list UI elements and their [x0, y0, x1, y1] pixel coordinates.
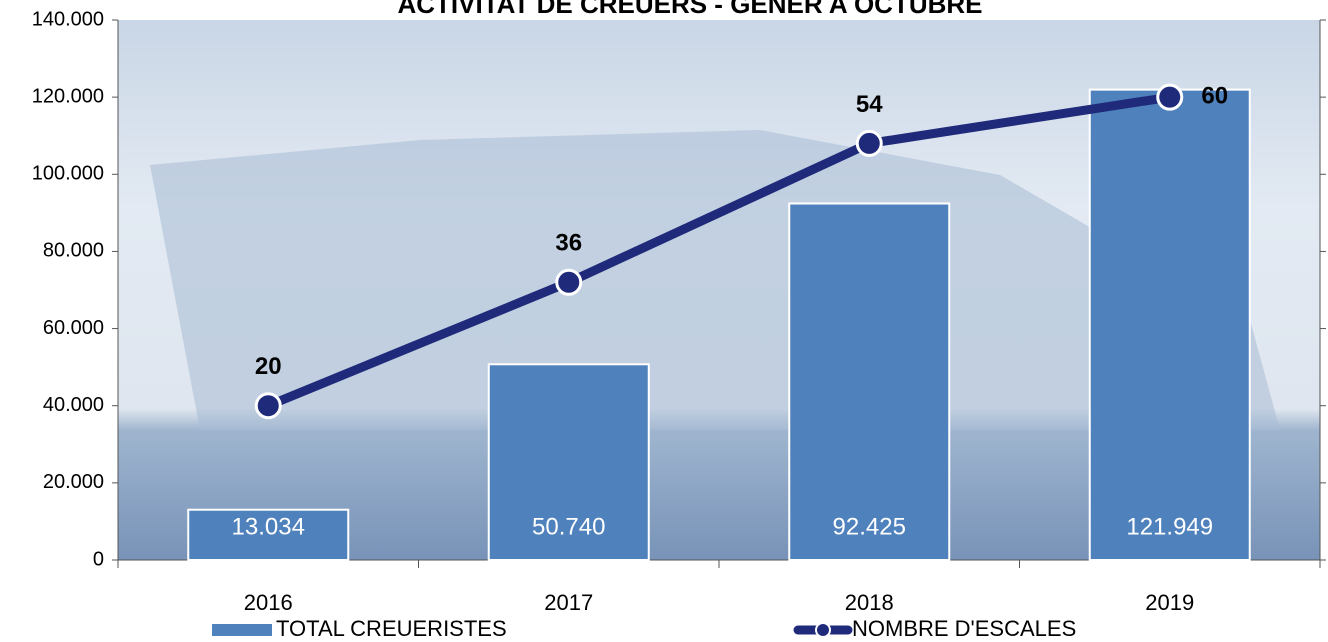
y-tick-label: 100.000: [32, 163, 104, 185]
y-tick-label: 120.000: [32, 85, 104, 107]
bar-value-label: 50.740: [532, 513, 605, 540]
line-value-label: 54: [856, 91, 883, 118]
line-value-label: 36: [555, 230, 582, 257]
y-tick-label: 140.000: [32, 8, 104, 30]
bar: [1088, 88, 1251, 562]
bar: [187, 508, 350, 562]
y-tick-label: 60.000: [43, 317, 104, 339]
line-marker: [1156, 83, 1184, 111]
y-tick-label: 0: [93, 548, 104, 570]
legend-label: TOTAL CREUERISTES: [276, 616, 507, 641]
y-tick-label: 40.000: [43, 394, 104, 416]
x-tick-label: 2018: [845, 590, 894, 615]
chart-title: ACTIVITAT DE CREUERS - GENER A OCTUBRE: [397, 0, 982, 19]
bar-value-label: 121.949: [1126, 513, 1213, 540]
line-value-label: 60: [1201, 82, 1228, 109]
x-tick-label: 2016: [244, 590, 293, 615]
legend-label: NOMBRE D'ESCALES: [852, 616, 1076, 641]
bar: [487, 363, 650, 561]
line: [266, 92, 1171, 410]
bar-value-label: 92.425: [833, 513, 906, 540]
x-tick-label: 2017: [544, 590, 593, 615]
y-tick-label: 80.000: [43, 240, 104, 262]
legend-swatch: [212, 624, 272, 636]
line-marker: [855, 129, 883, 157]
legend-marker: [815, 622, 831, 638]
line-value-label: 20: [255, 353, 282, 380]
line-marker: [254, 392, 282, 420]
line-marker: [555, 268, 583, 296]
bar: [788, 202, 951, 561]
x-tick-label: 2019: [1145, 590, 1194, 615]
background-ship: [150, 130, 1280, 430]
bar-value-label: 13.034: [232, 513, 305, 540]
y-tick-label: 20.000: [43, 471, 104, 493]
